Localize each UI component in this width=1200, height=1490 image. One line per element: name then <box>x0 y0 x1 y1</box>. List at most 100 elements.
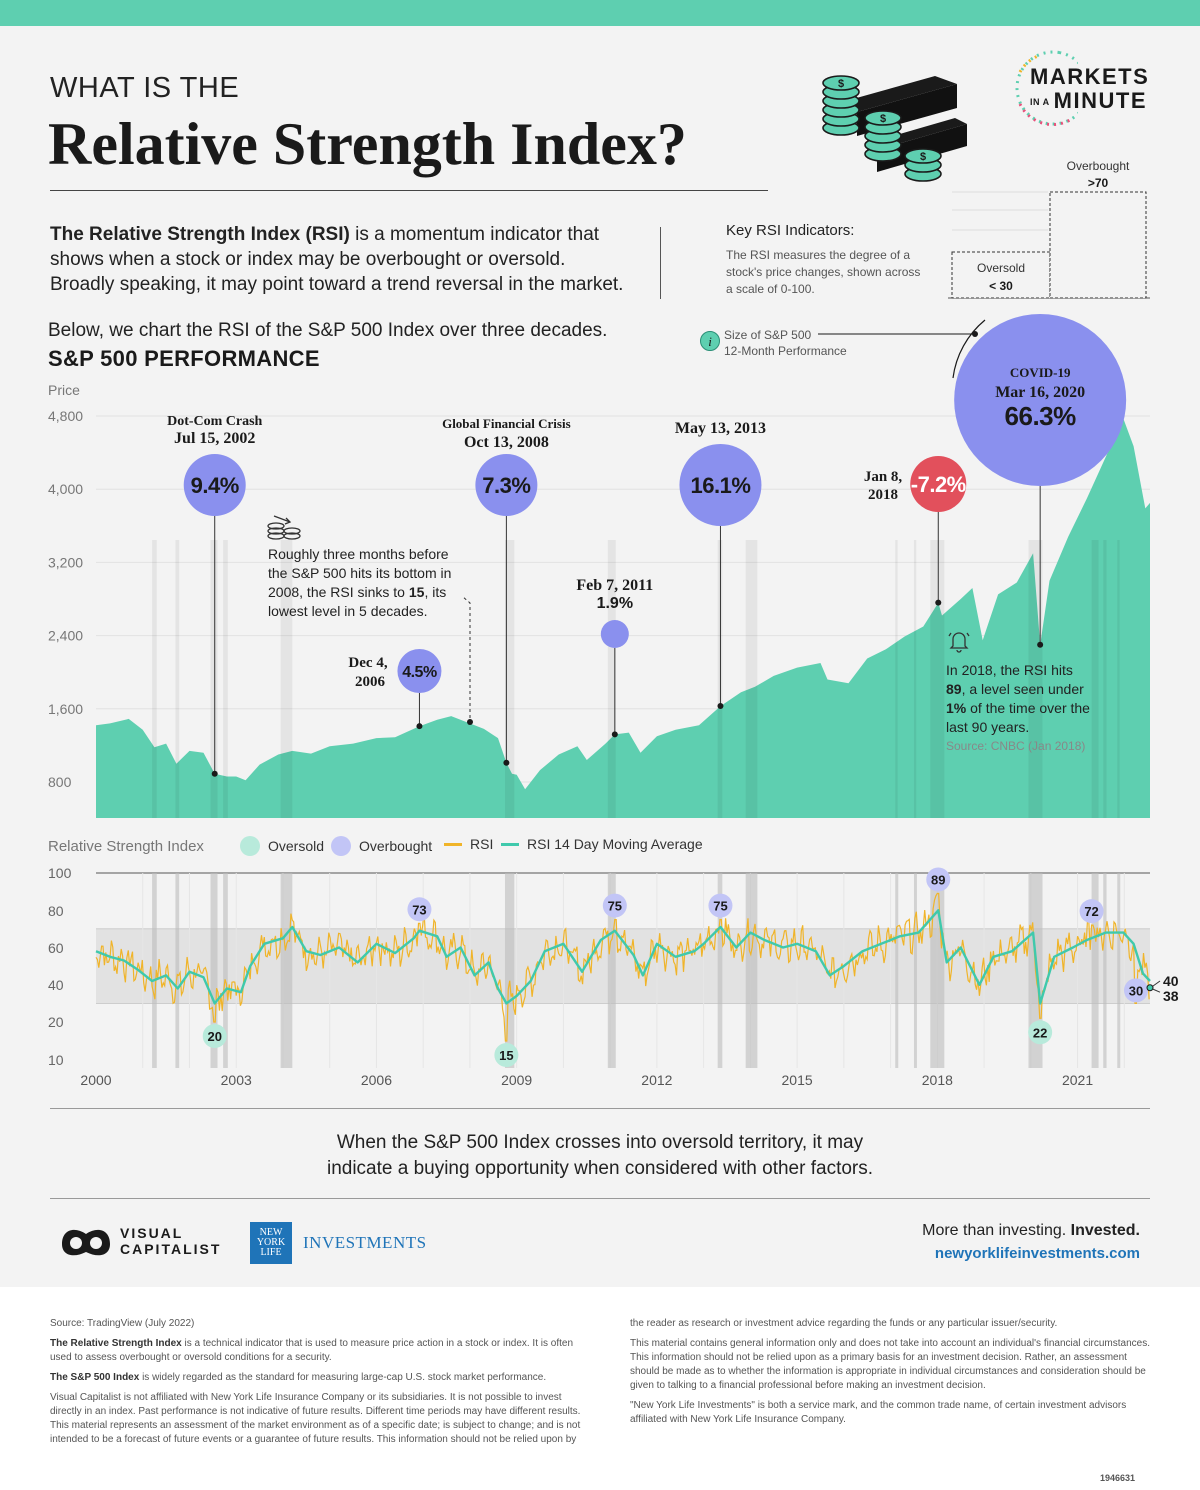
size-legend: Size of S&P 500 12-Month Performance <box>724 327 847 359</box>
rsi-shade-band <box>152 873 157 1068</box>
overbought-callout <box>708 893 733 918</box>
page-title: Relative Strength Index? <box>48 111 687 177</box>
oversold-label: Oversold <box>977 261 1025 275</box>
bubble-date-label: Dot-Com Crash <box>167 414 262 429</box>
rsi-x-tick-label: 2015 <box>782 1072 813 1088</box>
nyl-logo-box: NEW YORK LIFE <box>250 1222 292 1264</box>
rsi-shade-band <box>1091 873 1099 1068</box>
bubble-performance-label: 1.9% <box>597 595 633 612</box>
bubble-performance-label: 16.1% <box>691 473 751 498</box>
brand-line-1: MARKETS <box>1030 64 1150 89</box>
title-kicker: WHAT IS THE <box>50 72 240 104</box>
price-tick-label: 1,600 <box>48 701 83 717</box>
note-2018-source: Source: CNBC (Jan 2018) <box>946 739 1086 753</box>
gfc-note-part-2: , its lowest level in 5 decades. <box>268 584 447 619</box>
bubble-date-label: Dec 4, <box>348 655 387 671</box>
gfc-note: Roughly three months before the S&P 500 … <box>268 545 468 621</box>
price-point-marker <box>1037 641 1044 648</box>
price-shade-band <box>175 540 180 818</box>
price-tick-label: 2,400 <box>48 628 83 644</box>
price-point-marker <box>611 731 618 738</box>
tagline-part-2: Invested. <box>1070 1222 1140 1239</box>
markets-in-a-minute-logo: MARKETS IN A MINUTE <box>1030 65 1149 114</box>
sp500-price-area <box>96 418 1150 818</box>
overbought-callout-label: 72 <box>1084 904 1098 919</box>
top-accent-bar <box>0 0 1200 26</box>
performance-bubble <box>600 620 629 648</box>
price-point-marker <box>211 770 218 777</box>
brand-dotted-ring <box>1015 50 1078 127</box>
bubble-performance-label: 9.4% <box>191 473 239 498</box>
price-point-marker <box>717 703 724 710</box>
legend-overbought-label: Overbought <box>359 838 433 854</box>
footer-p1-text: is a technical indicator that is used to… <box>50 1338 574 1363</box>
bubble-date-label: Mar 16, 2020 <box>995 384 1085 401</box>
bubble-date-label: Feb 7, 2011 <box>576 577 653 594</box>
rsi-shade-band <box>175 873 180 1068</box>
gfc-note-bold: 15 <box>408 584 425 600</box>
key-indicators-title: Key RSI Indicators: <box>726 222 855 239</box>
rsi-tick-label: 40 <box>48 977 64 993</box>
rsi-moving-average-line <box>95 909 1151 1005</box>
rsi-x-tick-label: 2021 <box>1062 1072 1093 1088</box>
bottom-message-line-1: When the S&P 500 Index crosses into over… <box>336 1132 864 1153</box>
legend-overbought: Overbought <box>331 836 432 856</box>
legend-oversold-label: Oversold <box>268 838 325 854</box>
brand-line-2: MINUTE <box>1053 88 1147 113</box>
size-legend-arc <box>952 319 986 379</box>
rsi-tick-label: 100 <box>48 865 72 881</box>
oversold-box <box>951 251 1051 299</box>
svg-text:$: $ <box>920 151 926 163</box>
sp500-price-chart: 800 1,600 2,400 3,200 4,000 4,800 9.4% Dot-Com … <box>48 314 1150 818</box>
overbought-label: Overbought <box>1067 159 1130 173</box>
oversold-callout-label: 20 <box>207 1029 221 1044</box>
overbought-callout <box>407 897 432 922</box>
footer-r2: This material contains general informati… <box>630 1338 1150 1391</box>
footer-left-column: Source: TradingView (July 2022) The Rela… <box>50 1317 590 1453</box>
oversold-callout <box>1028 1020 1053 1045</box>
rsi-end-value: 38 <box>1163 988 1179 1004</box>
price-shade-band <box>1028 540 1043 818</box>
overbought-callout <box>602 893 627 918</box>
bubble-date-label: 2018 <box>868 487 898 503</box>
price-shade-band <box>280 540 293 818</box>
bubble-date-label: Global Financial Crisis <box>442 416 571 431</box>
performance-bubble <box>679 444 762 526</box>
bubble-performance-label: 66.3% <box>1005 401 1077 431</box>
rsi-shade-band <box>930 873 945 1068</box>
bubble-date-label: Oct 13, 2008 <box>464 434 549 451</box>
price-shade-band <box>913 540 917 818</box>
coin-stack-icon: $ $ $ <box>822 75 967 182</box>
footer-p2-text: is widely regarded as the standard for m… <box>139 1372 547 1383</box>
nyl-url-link[interactable]: newyorklifeinvestments.com <box>934 1245 1140 1262</box>
overbought-box <box>1049 191 1147 299</box>
key-rsi-diagram: Oversold < 30 Overbought >70 <box>948 159 1150 299</box>
brand-small: IN A <box>1030 97 1050 108</box>
price-tick-label: 800 <box>48 774 72 790</box>
oversold-callout <box>494 1043 519 1067</box>
rsi-tick-label: 80 <box>48 903 64 919</box>
rsi-ma-swatch <box>501 842 519 846</box>
note-2018-part-2: , a level seen under <box>961 681 1084 697</box>
rsi-end-marker <box>1146 984 1154 992</box>
bubble-date-label: Jan 8, <box>864 469 903 485</box>
nyl-box-line-3: LIFE <box>260 1247 282 1258</box>
svg-text:$: $ <box>880 113 886 125</box>
price-shade-band <box>1103 540 1107 818</box>
nyl-box-line-1: NEW <box>259 1227 283 1238</box>
rsi-line <box>95 892 1150 1042</box>
rsi-tick-label: 60 <box>48 940 64 956</box>
legend-rsi-ma-label: RSI 14 Day Moving Average <box>527 836 703 852</box>
price-shade-band <box>152 540 157 818</box>
bottom-message-line-2: indicate a buying opportunity when consi… <box>326 1158 874 1179</box>
rsi-axis-title: Relative Strength Index <box>48 838 204 855</box>
visual-capitalist-logo: VISUAL CAPITALIST <box>60 1222 221 1260</box>
oversold-callout <box>1123 978 1148 1003</box>
rsi-shade-band <box>1103 873 1107 1068</box>
price-shade-band <box>223 540 228 818</box>
footer-source: Source: TradingView (July 2022) <box>50 1318 195 1329</box>
footer-p1: The Relative Strength Index is a technic… <box>50 1337 590 1365</box>
rsi-shade-band <box>223 873 228 1068</box>
info-icon: i <box>700 331 720 351</box>
section-divider-2 <box>50 1198 1150 1199</box>
